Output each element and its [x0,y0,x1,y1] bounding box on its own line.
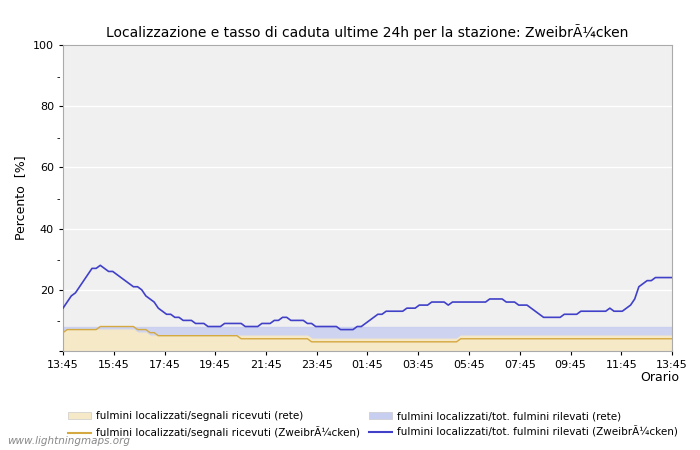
Title: Localizzazione e tasso di caduta ultime 24h per la stazione: ZweibrÃ¼cken: Localizzazione e tasso di caduta ultime … [106,24,629,40]
Y-axis label: Percento  [%]: Percento [%] [15,156,27,240]
Text: www.lightningmaps.org: www.lightningmaps.org [7,436,130,446]
Text: Orario: Orario [640,371,679,384]
Legend: fulmini localizzati/segnali ricevuti (rete), fulmini localizzati/segnali ricevut: fulmini localizzati/segnali ricevuti (re… [68,411,678,438]
